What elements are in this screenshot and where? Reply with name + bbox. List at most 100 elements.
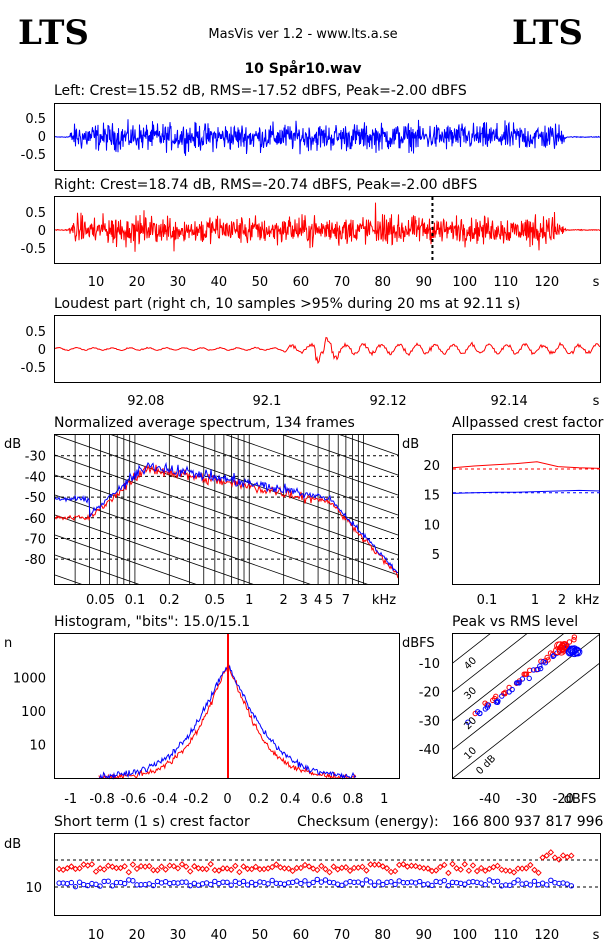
y-tick-label: -80 [25,553,46,568]
y-tick-label: 1000 [13,672,46,687]
x-tick-label: 40 [211,928,228,943]
stc-point-right [289,867,296,875]
stc-point-left [515,877,521,883]
stc-point-left [294,878,300,884]
x-tick-label: 92.12 [369,394,406,409]
stc-point-right [514,865,522,872]
x-tick-label: 110 [493,275,518,290]
stc-point-left [429,882,435,889]
stc-point-right [64,865,71,872]
loudest-part-title: Loudest part (right ch, 10 samples >95% … [54,296,520,312]
x-tick-label: 0 [223,792,231,807]
loudest-part-trace [54,336,601,365]
histogram-ylabel: n [4,636,12,651]
stc-point-right [547,849,555,856]
waveform-right-title: Right: Crest=18.74 dB, RMS=-20.74 dBFS, … [54,177,477,193]
pvr-point-left [550,653,556,660]
x-tick-label: 110 [493,928,518,943]
stc-point-left [339,882,345,888]
stc-point-right [80,861,87,868]
stc-point-right [449,860,456,868]
wr-ytick: 0 [38,224,46,239]
stc-point-right [473,867,481,875]
allpassed-series-line [452,489,601,494]
x-tick-label: -20 [553,792,574,807]
stc-point-left [376,879,382,885]
spectrum-frame [54,434,399,585]
x-tick-label: 20 [129,928,146,943]
pvr-point-left [484,704,491,710]
stc-point-right [494,862,501,870]
stc-point-left [507,882,513,889]
stc-point-right [92,868,100,875]
stc-point-right [539,854,546,861]
stc-point-right [88,861,96,868]
x-tick-label: 90 [416,275,433,290]
stc-point-left [212,878,218,885]
stc-point-left [310,879,316,886]
stc-point-right [244,865,251,873]
x-tick-label: 0.4 [280,792,301,807]
file-name: 10 Spår10.wav [244,60,361,77]
stc-point-right [387,868,395,876]
stc-point-right [133,865,141,873]
stc-point-right [236,868,243,876]
stc-point-right [527,861,534,869]
pvr-point-left [526,675,532,682]
app-title: MasVis ver 1.2 - www.lts.a.se [208,27,397,42]
x-tick-label: 10 [88,928,105,943]
x-tick-label: 4 [314,593,322,608]
stc-point-right [129,861,137,868]
x-tick-label: 92.14 [491,394,528,409]
stc-point-right [211,866,219,874]
stc-point-left [322,877,329,883]
x-tick-label: 0.6 [311,792,332,807]
x-tick-label: 0.1 [477,593,498,608]
x-tick-label: 1 [380,792,388,807]
allpassed-crest-title: Allpassed crest factor [452,415,604,431]
stc-point-right [551,854,559,861]
waveform-left-panel: Left: Crest=15.52 dB, RMS=-17.52 dBFS, P… [21,83,601,171]
pvr-point-left [494,699,501,706]
stc-point-right [424,865,432,872]
stc-point-left [302,878,308,884]
allpassed-crest-panel: Allpassed crest factor dB 20 15 10 5 0.1 1 2 k… [402,415,604,608]
stc-point-right [432,867,440,874]
x-tick-label: 2 [558,593,566,608]
stc-point-right [121,863,128,870]
x-tick-label: -40 [479,792,500,807]
stc-ylabel: dB [4,837,21,852]
histogram-title: Histogram, "bits": 15.0/15.1 [54,614,250,630]
stc-point-left [224,879,230,886]
stc-point-right [498,866,505,873]
waveform-left-trace [54,119,601,156]
stc-point-right [182,863,190,870]
x-tick-label: 70 [334,928,351,943]
wl-ytick: 0 [38,130,46,145]
pvr-point-right [547,650,554,656]
stc-point-left [314,876,320,883]
short-term-crest-panel: Short term (1 s) crest factor Checksum (… [4,814,604,943]
x-tick-label: 1 [531,593,539,608]
pvr-point-right [558,642,568,652]
wl-ytick: -0.5 [21,148,46,163]
stc-point-left [511,880,517,886]
stc-point-right [268,863,276,871]
x-tick-label: 80 [375,928,392,943]
waveform-left-title: Left: Crest=15.52 dB, RMS=-17.52 dBFS, P… [54,83,467,99]
x-tick-label: 0.2 [249,792,270,807]
stc-point-right [215,867,223,874]
pvr-point-left [537,665,544,672]
pvr-point-left [540,659,546,665]
stc-point-left [72,883,79,890]
x-tick-label: 120 [534,275,559,290]
stc-point-right [219,865,227,872]
peak-vs-rms-frame [452,633,600,779]
stc-point-right [453,865,460,872]
stc-point-right [510,869,518,876]
y-tick-label: -30 [419,714,440,729]
x-tick-label: 0.8 [343,792,364,807]
stc-point-left [68,879,75,886]
stc-point-right [436,863,444,871]
